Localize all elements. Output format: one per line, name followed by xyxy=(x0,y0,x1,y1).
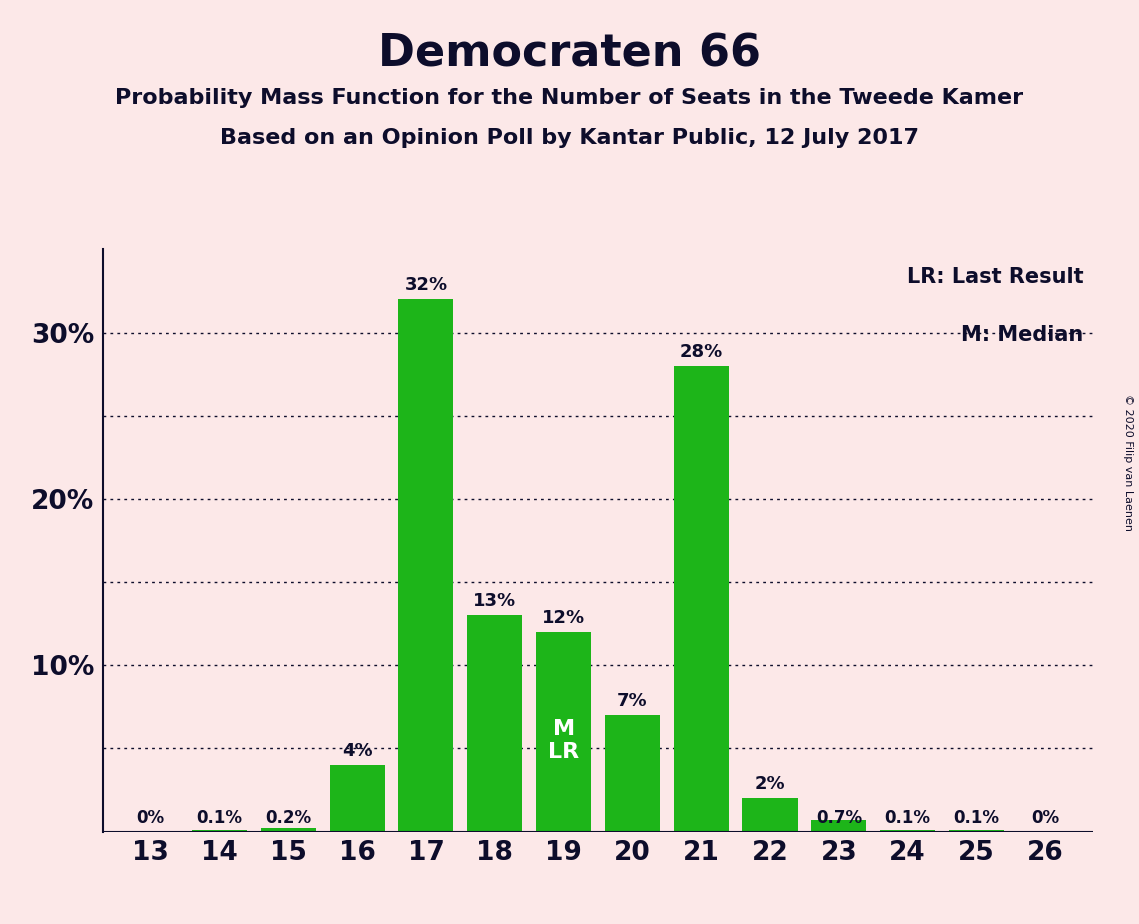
Bar xyxy=(811,820,867,832)
Text: Based on an Opinion Poll by Kantar Public, 12 July 2017: Based on an Opinion Poll by Kantar Publi… xyxy=(220,128,919,148)
Bar xyxy=(673,366,729,832)
Text: 12%: 12% xyxy=(542,609,585,627)
Bar xyxy=(743,798,797,832)
Bar xyxy=(261,828,316,832)
Text: M: Median: M: Median xyxy=(961,325,1083,346)
Bar xyxy=(399,299,453,832)
Text: 32%: 32% xyxy=(404,276,448,295)
Text: 0.2%: 0.2% xyxy=(265,809,311,828)
Bar xyxy=(192,830,247,832)
Text: LR: Last Result: LR: Last Result xyxy=(907,267,1083,287)
Text: 0%: 0% xyxy=(137,809,165,828)
Bar xyxy=(949,830,1003,832)
Text: Probability Mass Function for the Number of Seats in the Tweede Kamer: Probability Mass Function for the Number… xyxy=(115,88,1024,108)
Text: 4%: 4% xyxy=(342,742,372,760)
Bar xyxy=(467,615,523,832)
Bar xyxy=(605,715,659,832)
Text: 0.1%: 0.1% xyxy=(885,809,931,828)
Text: 28%: 28% xyxy=(680,343,723,361)
Text: 13%: 13% xyxy=(473,592,516,611)
Text: 7%: 7% xyxy=(617,692,648,711)
Text: 0.7%: 0.7% xyxy=(816,809,862,828)
Bar xyxy=(329,765,385,832)
Text: Democraten 66: Democraten 66 xyxy=(378,32,761,76)
Text: 2%: 2% xyxy=(755,775,785,794)
Text: M
LR: M LR xyxy=(548,719,579,761)
Text: 0%: 0% xyxy=(1031,809,1059,828)
Bar xyxy=(880,830,935,832)
Text: © 2020 Filip van Laenen: © 2020 Filip van Laenen xyxy=(1123,394,1133,530)
Bar xyxy=(536,632,591,832)
Text: 0.1%: 0.1% xyxy=(953,809,999,828)
Text: 0.1%: 0.1% xyxy=(197,809,243,828)
